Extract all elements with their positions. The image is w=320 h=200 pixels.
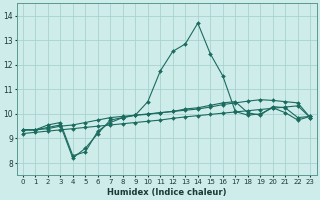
X-axis label: Humidex (Indice chaleur): Humidex (Indice chaleur)	[107, 188, 226, 197]
